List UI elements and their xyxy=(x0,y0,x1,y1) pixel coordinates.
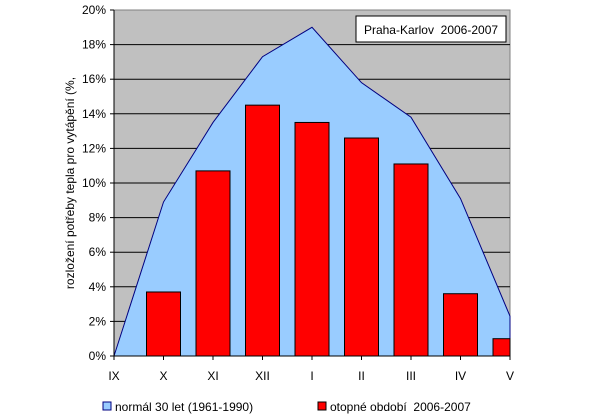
bar-XII xyxy=(245,104,280,357)
annotation-text: Praha-Karlov 2006-2007 xyxy=(364,23,498,37)
y-tick-label: 6% xyxy=(89,245,107,259)
y-tick-label: 2% xyxy=(89,314,107,328)
y-axis-label: rozložení potřeby tepla pro vytápění (%, xyxy=(63,77,77,289)
annotation-box xyxy=(355,15,507,43)
legend-swatch-season xyxy=(317,401,327,411)
y-tick-label: 18% xyxy=(82,38,106,52)
x-tick-label: IV xyxy=(455,369,466,383)
y-tick-label: 14% xyxy=(82,107,106,121)
legend: normál 30 let (1961-1990) otopné období … xyxy=(102,400,471,414)
legend-label-season: otopné období 2006-2007 xyxy=(330,400,471,414)
x-tick-label: IX xyxy=(108,369,119,383)
x-ticks: IX X XI XII I II III IV V xyxy=(108,356,514,383)
bar-XI xyxy=(195,170,231,357)
x-tick-label: X xyxy=(159,369,167,383)
y-tick-label: 10% xyxy=(82,176,106,190)
bar-I xyxy=(294,121,330,357)
bar-II xyxy=(344,137,379,357)
bar-V xyxy=(492,338,511,357)
x-tick-label: XI xyxy=(207,369,218,383)
y-tick-label: 20% xyxy=(82,3,106,17)
bar-III xyxy=(393,163,429,357)
bar-IV xyxy=(443,293,478,357)
legend-swatch-normal xyxy=(102,401,112,411)
legend-label-normal: normál 30 let (1961-1990) xyxy=(115,400,253,414)
y-tick-label: 12% xyxy=(82,141,106,155)
bar-series-season xyxy=(146,104,511,357)
bar-X xyxy=(146,291,181,357)
x-tick-label: III xyxy=(406,369,416,383)
x-tick-label: XII xyxy=(255,369,270,383)
y-tick-label: 16% xyxy=(82,72,106,86)
x-tick-label: V xyxy=(506,369,514,383)
y-tick-label: 0% xyxy=(89,349,107,363)
x-tick-label: II xyxy=(358,369,365,383)
y-tick-label: 4% xyxy=(89,280,107,294)
x-tick-label: I xyxy=(310,369,313,383)
y-tick-label: 8% xyxy=(89,211,107,225)
y-ticks: 0% 2% 4% 6% 8% 10% 12% 14% 16% 18% 20% xyxy=(82,3,114,363)
